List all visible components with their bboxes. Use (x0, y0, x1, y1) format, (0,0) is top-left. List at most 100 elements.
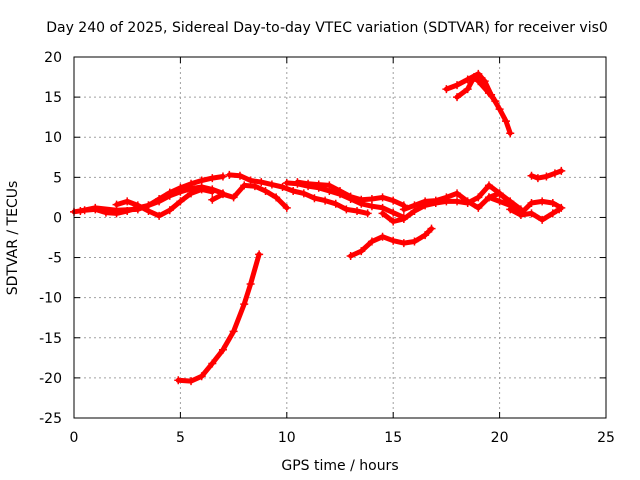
data-point (208, 174, 217, 183)
data-point (389, 196, 398, 205)
data-point (357, 247, 366, 256)
data-point (155, 194, 164, 203)
data-point (442, 85, 451, 94)
data-point (155, 211, 164, 220)
data-point (197, 185, 206, 194)
data-point (310, 194, 319, 203)
y-tick-label: 5 (53, 170, 62, 186)
data-point (474, 69, 483, 78)
series-line-arc-9 (348, 226, 434, 259)
series-markers-arc-4 (174, 250, 264, 386)
data-point (527, 171, 536, 180)
data-point (208, 359, 217, 368)
data-point (208, 187, 217, 196)
data-point (91, 203, 100, 212)
y-tick-label: -10 (39, 291, 62, 307)
data-point (474, 193, 483, 202)
series-markers-arc-15 (506, 205, 564, 224)
data-point (474, 203, 483, 212)
y-tick-label: 0 (53, 210, 62, 226)
data-point (218, 172, 227, 181)
data-point (538, 215, 547, 224)
data-point (421, 197, 430, 206)
data-point (378, 232, 387, 241)
data-point (112, 200, 121, 209)
y-axis-label: SDTVAR / TECUs (5, 181, 21, 296)
data-point (357, 195, 366, 204)
data-point (378, 209, 387, 218)
series-markers-arc-8 (293, 178, 408, 210)
data-point (548, 199, 557, 208)
data-point (555, 205, 564, 214)
series-markers-arc-3 (112, 185, 217, 220)
data-point (527, 199, 536, 208)
data-point (165, 188, 174, 197)
y-tick-label: 10 (44, 130, 62, 146)
data-point (229, 327, 238, 336)
data-point (399, 215, 408, 224)
series-markers-arc-13 (453, 73, 500, 106)
axis-ticks: 0 5 10 15 20 25 -25 -20 -15 -10 -5 0 5 10 15 20 (39, 50, 615, 446)
data-point (484, 181, 493, 190)
data-point (321, 196, 330, 205)
data-point (421, 231, 430, 240)
data-point (293, 178, 302, 187)
data-point (538, 197, 547, 206)
data-point (208, 195, 217, 204)
series-markers-arc-16 (527, 166, 566, 183)
data-point (299, 189, 308, 198)
data-point (278, 182, 287, 191)
data-point (363, 209, 372, 218)
data-point (453, 197, 462, 206)
data-point (501, 117, 510, 126)
y-tick-label: 15 (44, 90, 62, 106)
data-point (367, 237, 376, 246)
data-point (495, 189, 504, 198)
y-tick-label: -20 (39, 371, 62, 387)
data-point (367, 194, 376, 203)
series-markers-arc-6 (225, 170, 372, 218)
data-point (453, 189, 462, 198)
data-point (506, 205, 515, 214)
data-point (484, 193, 493, 202)
series-line-arc-4 (175, 251, 262, 384)
data-point (463, 85, 472, 94)
data-point (484, 89, 493, 98)
data-point (225, 170, 234, 179)
data-point (325, 181, 334, 190)
data-point (165, 206, 174, 215)
data-point (491, 97, 500, 106)
data-point (389, 236, 398, 245)
data-point (442, 193, 451, 202)
data-point (289, 186, 298, 195)
data-point (410, 237, 419, 246)
data-point (267, 180, 276, 189)
data-point (331, 199, 340, 208)
data-point (123, 197, 132, 206)
data-point (453, 81, 462, 90)
series-markers-arc-2 (76, 172, 227, 216)
data-point (346, 251, 355, 260)
data-point (353, 207, 362, 216)
data-point (174, 376, 183, 385)
data-point (336, 186, 344, 195)
data-point (282, 178, 291, 187)
x-tick-label: 20 (491, 430, 509, 446)
data-point (516, 211, 525, 220)
series-line-arc-13 (454, 74, 498, 104)
y-tick-label: -15 (39, 331, 62, 347)
data-point (550, 169, 559, 178)
data-point (431, 196, 440, 205)
series-line-arc-3 (114, 186, 215, 219)
data-point (235, 171, 244, 180)
data-point (389, 208, 398, 217)
y-tick-label: 20 (44, 50, 62, 66)
data-point (218, 345, 227, 354)
x-tick-label: 15 (384, 430, 402, 446)
data-point (533, 174, 542, 183)
data-point (272, 193, 281, 202)
data-point (257, 178, 266, 187)
data-point (240, 181, 249, 190)
x-tick-label: 25 (597, 430, 615, 446)
